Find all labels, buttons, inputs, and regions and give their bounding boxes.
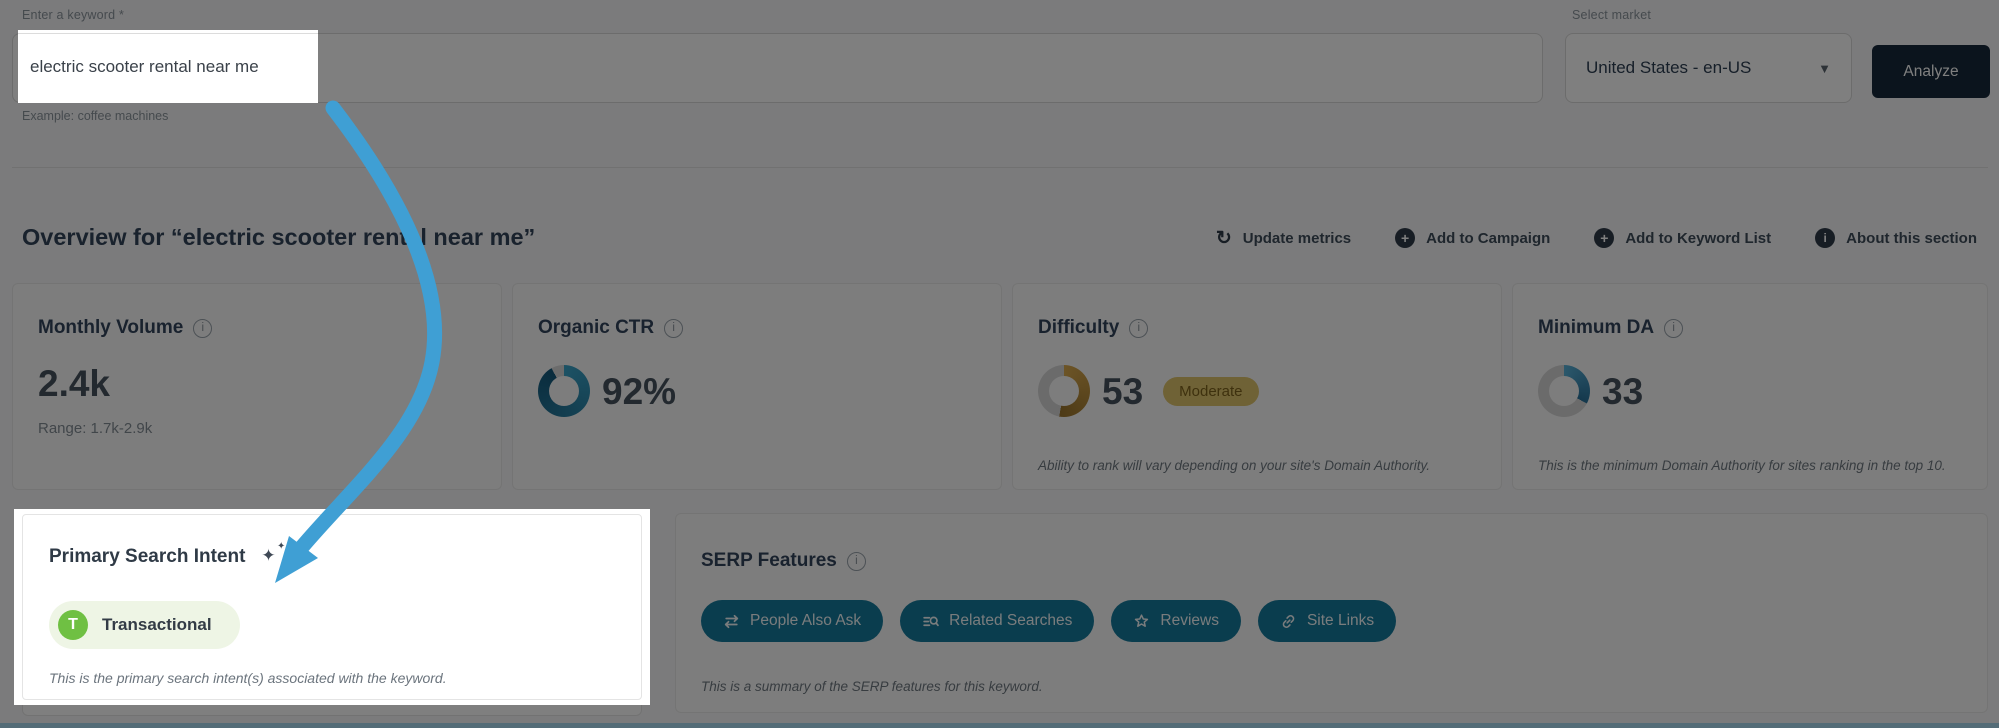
keyword-value: electric scooter rental near me [30, 56, 259, 76]
intent-tag-transactional: T Transactional [49, 601, 240, 649]
intent-note: This is the primary search intent(s) ass… [49, 670, 447, 686]
ai-sparkles-icon: ✦ [261, 542, 289, 569]
primary-search-intent-card: Primary Search Intent ✦ T Transactional … [22, 514, 642, 700]
input-border-line [18, 33, 318, 34]
primary-search-intent-highlight: Primary Search Intent ✦ T Transactional … [14, 509, 650, 705]
card-title: Primary Search Intent [49, 546, 246, 567]
intent-value: Transactional [102, 615, 212, 634]
transactional-t-icon: T [58, 610, 88, 640]
keyword-input-highlight[interactable]: electric scooter rental near me [18, 30, 318, 103]
